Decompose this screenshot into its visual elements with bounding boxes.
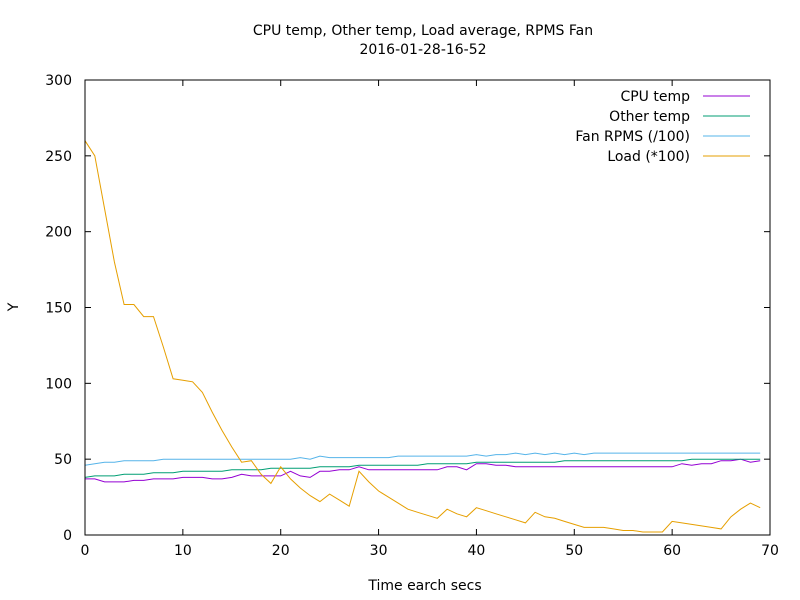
x-tick-label: 20: [272, 543, 290, 559]
x-tick-label: 40: [468, 543, 486, 559]
x-tick-label: 0: [81, 543, 90, 559]
chart-subtitle: 2016-01-28-16-52: [359, 42, 486, 58]
series-line-4: [84, 140, 761, 533]
x-tick-label: 50: [565, 543, 583, 559]
y-tick-label: 200: [45, 225, 72, 241]
legend-label: Other temp: [609, 109, 690, 125]
y-tick-label: 150: [45, 301, 72, 317]
y-tick-label: 300: [45, 73, 72, 89]
y-tick-label: 0: [63, 528, 72, 544]
x-axis-label: Time earch secs: [367, 578, 481, 594]
y-tick-label: 250: [45, 149, 72, 165]
plot-frame: [84, 79, 771, 536]
x-tick-label: 30: [370, 543, 388, 559]
legend-label: CPU temp: [620, 89, 690, 105]
chart-title: CPU temp, Other temp, Load average, RPMS…: [253, 23, 593, 39]
x-tick-label: 60: [663, 543, 681, 559]
series-line-1: [85, 458, 761, 483]
legend: CPU temp Other temp Fan RPMS (/100) Load (*…: [575, 89, 750, 165]
y-tick-label: 100: [45, 376, 72, 392]
series-line-2: [84, 458, 761, 478]
series-line-3: [84, 452, 761, 466]
y-axis-label: Y: [6, 302, 22, 312]
y-tick-label: 50: [54, 452, 72, 468]
x-tick-label: 10: [174, 543, 192, 559]
legend-label: Fan RPMS (/100): [575, 129, 690, 145]
legend-label: Load (*100): [607, 149, 690, 165]
x-tick-label: 70: [761, 543, 779, 559]
plot-area: 0 10 20 30 40 50 60 70 0 50 100 150 200 250 300: [45, 73, 779, 559]
